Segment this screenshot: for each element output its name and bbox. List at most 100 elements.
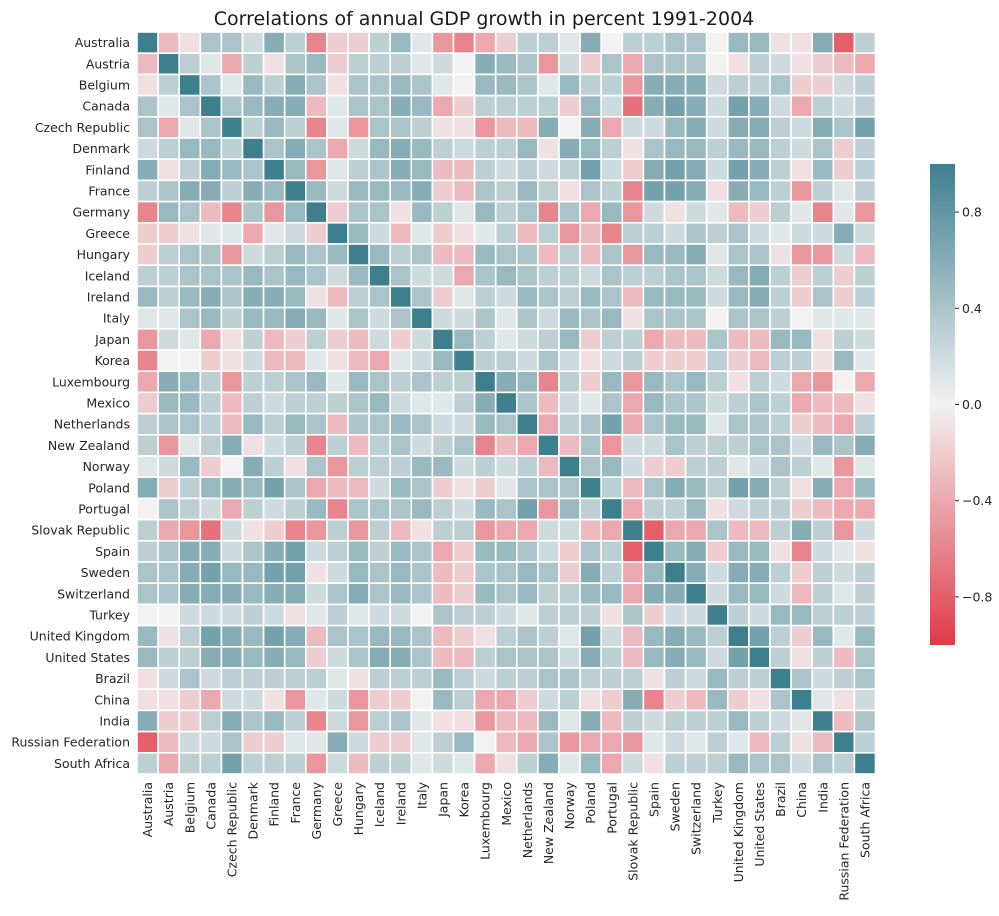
heatmap-cell (853, 94, 877, 118)
heatmap-cell (621, 94, 645, 118)
heatmap-cell (136, 243, 159, 267)
heatmap-cell (684, 688, 708, 712)
heatmap-cell (220, 561, 244, 585)
heatmap-cell (452, 709, 476, 733)
heatmap-cell (178, 31, 202, 55)
heatmap-cell (157, 412, 181, 436)
heatmap-cell (726, 497, 750, 521)
heatmap-cell (452, 603, 476, 627)
heatmap-cell (769, 391, 792, 415)
heatmap-cell (515, 667, 539, 691)
heatmap-cell (389, 561, 413, 585)
heatmap-cell (621, 306, 645, 330)
heatmap-cell (262, 730, 286, 754)
heatmap-cell (494, 539, 518, 563)
heatmap-cell (853, 688, 877, 712)
heatmap-cell (515, 31, 539, 55)
heatmap-cell (558, 645, 581, 669)
x-tick-label: Slovak Republic (625, 782, 640, 881)
heatmap-cell (790, 73, 813, 97)
heatmap-cell (347, 667, 370, 691)
heatmap-cell (283, 391, 307, 415)
heatmap-cell (178, 94, 202, 118)
y-tick-label: United States (45, 650, 130, 665)
heatmap-cell (790, 285, 813, 309)
heatmap-cell (368, 603, 392, 627)
heatmap-cell (157, 645, 181, 669)
heatmap-cell (811, 624, 835, 648)
heatmap-cell (347, 52, 370, 76)
heatmap-cell (304, 518, 328, 542)
heatmap-cell (452, 561, 476, 585)
y-tick-label: Spain (95, 544, 130, 559)
heatmap-cell (326, 433, 349, 457)
heatmap-cell (790, 645, 813, 669)
heatmap-cell (283, 582, 307, 606)
heatmap-cell (537, 688, 560, 712)
heatmap-cell (262, 709, 286, 733)
heatmap-cell (220, 31, 244, 55)
heatmap-cell (832, 200, 856, 224)
heatmap-cell (790, 561, 813, 585)
heatmap-cell (347, 518, 370, 542)
heatmap-cell (368, 158, 392, 182)
heatmap-cell (642, 200, 666, 224)
heatmap-cell (452, 433, 476, 457)
heatmap-cell (832, 285, 856, 309)
heatmap-cell (642, 603, 666, 627)
heatmap-cell (199, 645, 223, 669)
heatmap-cell (178, 603, 202, 627)
heatmap-cell (537, 370, 560, 394)
heatmap-cell (579, 667, 602, 691)
heatmap-cell (241, 561, 265, 585)
heatmap-cell (389, 582, 413, 606)
heatmap-cell (579, 285, 602, 309)
heatmap-cell (769, 561, 792, 585)
heatmap-cell (726, 285, 750, 309)
heatmap-cell (684, 561, 708, 585)
heatmap-cell (705, 751, 729, 775)
heatmap-cell (431, 116, 455, 139)
heatmap-cell (304, 688, 328, 712)
heatmap-cell (368, 476, 392, 500)
heatmap-cell (304, 349, 328, 373)
heatmap-cell (283, 243, 307, 267)
x-tick-label: China (794, 782, 809, 818)
heatmap-cell (283, 603, 307, 627)
heatmap-cell (452, 667, 476, 691)
heatmap-cell (684, 412, 708, 436)
heatmap-cell (347, 476, 370, 500)
heatmap-cell (410, 455, 434, 479)
heatmap-cell (283, 751, 307, 775)
heatmap-cell (136, 391, 159, 415)
y-tick-label: France (88, 184, 130, 199)
heatmap-cell (220, 624, 244, 648)
heatmap-cell (157, 200, 181, 224)
heatmap-cell (262, 137, 286, 161)
heatmap-cell (705, 433, 729, 457)
heatmap-cell (241, 645, 265, 669)
heatmap-cell (790, 624, 813, 648)
heatmap-cell (283, 561, 307, 585)
heatmap-cell (663, 539, 687, 563)
heatmap-cell (642, 94, 666, 118)
heatmap-cell (368, 94, 392, 118)
heatmap-cell (410, 222, 434, 245)
heatmap-cell (431, 391, 455, 415)
heatmap-cell (832, 179, 856, 203)
heatmap-cell (241, 222, 265, 245)
heatmap-cell (579, 306, 602, 330)
heatmap-cell (283, 222, 307, 245)
heatmap-cell (832, 370, 856, 394)
heatmap-cell (537, 412, 560, 436)
heatmap-cell (241, 433, 265, 457)
y-tick-label: Turkey (88, 608, 130, 623)
heatmap-cell (262, 349, 286, 373)
heatmap-cell (304, 73, 328, 97)
heatmap-cell (431, 158, 455, 182)
heatmap-cell (663, 349, 687, 373)
heatmap-cell (494, 158, 518, 182)
heatmap-cell (853, 709, 877, 733)
heatmap-cell (726, 645, 750, 669)
heatmap-cell (199, 200, 223, 224)
